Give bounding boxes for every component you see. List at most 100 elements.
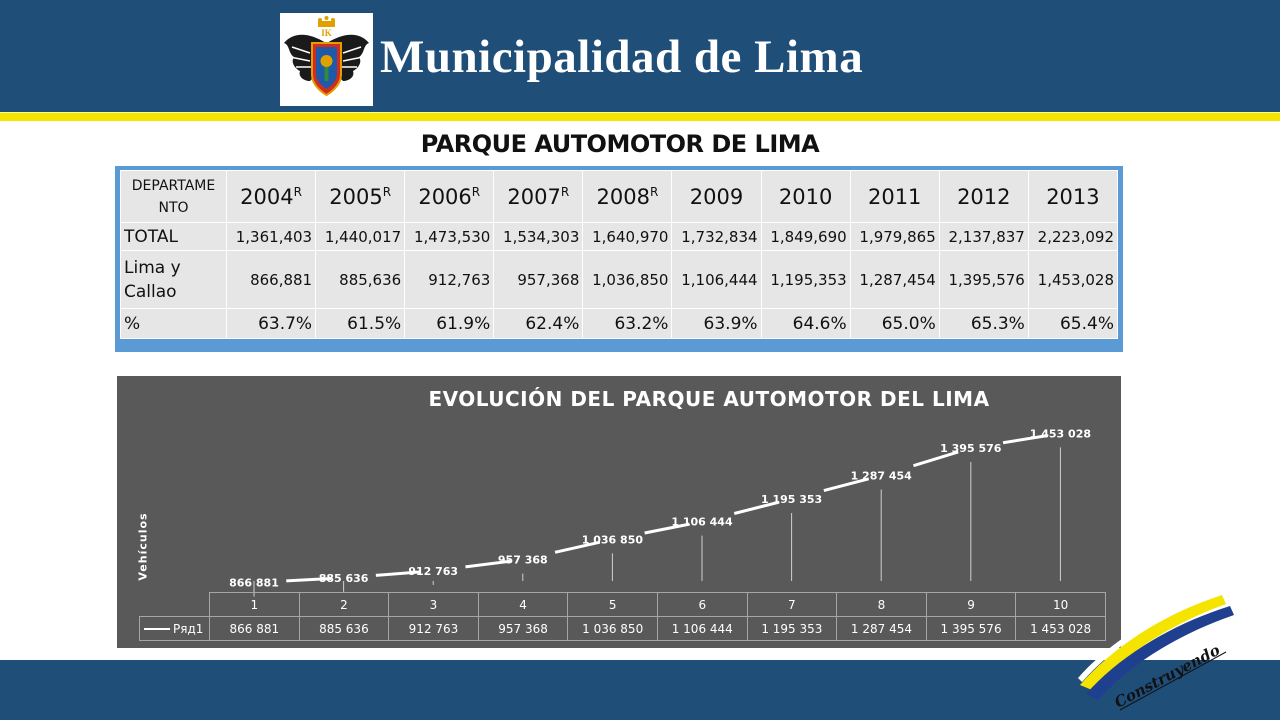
table-cell: 957,368: [493, 250, 584, 309]
series-line-segment: [375, 570, 421, 577]
category-tick-label: 3: [388, 592, 479, 617]
chart-data-table-series-row: Ряд1 866 881 885 636 912 763 957 368 1 0…: [139, 616, 1106, 641]
legend-series: Ряд1: [139, 616, 210, 641]
table-row-total: TOTAL 1,361,403 1,440,017 1,473,530 1,53…: [120, 222, 1119, 251]
series-line-segment: [644, 522, 690, 535]
header-band: [0, 0, 1280, 112]
construyendo-logo: Construyendo: [1070, 590, 1240, 715]
series-line-segment: [823, 477, 870, 493]
series-value-cell: 912 763: [388, 616, 479, 641]
series-value-cell: 1 195 353: [746, 616, 838, 641]
data-label: 885 636: [319, 572, 369, 585]
table-cell: 1,979,865: [849, 222, 940, 251]
series-line-segment: [286, 577, 332, 583]
table-cell: 1,361,403: [225, 222, 317, 251]
table-cell: 1,534,303: [493, 222, 584, 251]
data-label: 1 106 444: [671, 516, 733, 529]
table-cell: 1,640,970: [582, 222, 673, 251]
data-label: 866 881: [229, 577, 279, 590]
page-title: PARQUE AUTOMOTOR DE LIMA: [420, 130, 820, 158]
row-label: TOTAL: [120, 222, 227, 251]
table-cell: 63.7%: [225, 308, 317, 339]
table-cell: 2,137,837: [938, 222, 1029, 251]
table-cell: 1,106,444: [671, 250, 762, 309]
table-cell: 61.5%: [315, 308, 406, 339]
data-table-frame: DEPARTAME NTO 2004R 2005R 2006R 2007R 20…: [115, 166, 1123, 352]
category-tick-label: 1: [209, 592, 300, 617]
series-value-cell: 866 881: [209, 616, 300, 641]
table-header-row: DEPARTAME NTO 2004R 2005R 2006R 2007R 20…: [120, 170, 1119, 223]
row-label: %: [120, 308, 227, 339]
chart-data-table-corner: [140, 593, 210, 617]
table-cell: 885,636: [315, 250, 406, 309]
year-header: 2011: [849, 170, 940, 223]
series-value-cell: 1 287 454: [836, 616, 927, 641]
series-value-cell: 957 368: [477, 616, 569, 641]
category-tick-label: 10: [1015, 592, 1106, 617]
row-label: Lima y Callao: [120, 250, 227, 309]
series-line-segment: [1002, 433, 1049, 445]
table-cell: 866,881: [225, 250, 317, 309]
chart-title: EVOLUCIÓN DEL PARQUE AUTOMOTOR DEL LIMA: [428, 387, 990, 411]
header-stripe: [0, 112, 1280, 121]
category-tick-label: 7: [746, 592, 838, 617]
table-cell: 65.4%: [1027, 308, 1119, 339]
series-value-cell: 1 395 576: [925, 616, 1017, 641]
table-cell: 62.4%: [493, 308, 584, 339]
year-header: 2008R: [582, 170, 673, 223]
table-cell: 61.9%: [404, 308, 495, 339]
category-tick-label: 4: [477, 592, 569, 617]
category-tick-label: 2: [298, 592, 390, 617]
table-cell: 1,440,017: [315, 222, 406, 251]
footer-band: [0, 660, 1280, 720]
year-header: 2010: [760, 170, 851, 223]
table-cell: 1,395,576: [938, 250, 1029, 309]
table-row-percent: % 63.7% 61.5% 61.9% 62.4% 63.2% 63.9% 64…: [120, 308, 1119, 339]
data-label: 1 395 576: [940, 442, 1002, 455]
table-cell: 1,036,850: [582, 250, 673, 309]
data-label: 957 368: [498, 554, 548, 567]
category-tick-label: 6: [656, 592, 748, 617]
data-label: 1 453 028: [1030, 427, 1091, 440]
category-tick-label: 9: [925, 592, 1017, 617]
table-cell: 2,223,092: [1027, 222, 1119, 251]
chart-data-table-header: 1 2 3 4 5 6 7 8 9 10: [140, 592, 1106, 617]
table-corner-cell: DEPARTAME NTO: [120, 170, 227, 223]
svg-text:IK: IK: [321, 28, 332, 38]
table-cell: 63.2%: [582, 308, 673, 339]
table-cell: 65.0%: [849, 308, 940, 339]
category-tick-label: 8: [836, 592, 927, 617]
year-header: 2009: [671, 170, 762, 223]
year-header: 2005R: [315, 170, 406, 223]
table-cell: 65.3%: [938, 308, 1029, 339]
chart-y-axis-label: Vehículos: [136, 512, 150, 581]
table-cell: 1,287,454: [849, 250, 940, 309]
year-header: 2007R: [493, 170, 584, 223]
table-cell: 1,732,834: [671, 222, 762, 251]
series-value-cell: 885 636: [298, 616, 390, 641]
data-label: 912 763: [408, 565, 458, 578]
year-header: 2013: [1027, 170, 1119, 223]
year-header: 2012: [938, 170, 1029, 223]
legend-series-name: Ряд1: [173, 621, 204, 636]
header-title: Municipalidad de Lima: [380, 31, 864, 83]
table-cell: 1,195,353: [760, 250, 851, 309]
table-cell: 1,453,028: [1027, 250, 1119, 309]
table-cell: 1,849,690: [760, 222, 851, 251]
year-header: 2004R: [225, 170, 317, 223]
chart-plot: 866 881 885 636 912 763 957 368 1 036 850 1 1…: [229, 427, 1091, 597]
series-line-segment: [913, 450, 959, 468]
table-cell: 912,763: [404, 250, 495, 309]
table-row-lima-callao: Lima y Callao 866,881 885,636 912,763 95…: [120, 250, 1119, 309]
table-cell: 63.9%: [671, 308, 762, 339]
series-line-segment: [733, 500, 780, 515]
table-cell: 1,473,530: [404, 222, 495, 251]
series-line-segment: [554, 540, 601, 554]
chart-data-table: 1 2 3 4 5 6 7 8 9 10 Ряд1 866 881 885 63…: [139, 592, 1106, 641]
data-label: 1 195 353: [761, 493, 822, 506]
year-header: 2006R: [404, 170, 495, 223]
series-value-cell: 1 036 850: [567, 616, 658, 641]
legend-line-key: [144, 628, 170, 630]
vehicle-fleet-table: DEPARTAME NTO 2004R 2005R 2006R 2007R 20…: [120, 170, 1119, 339]
category-tick-label: 5: [567, 592, 658, 617]
